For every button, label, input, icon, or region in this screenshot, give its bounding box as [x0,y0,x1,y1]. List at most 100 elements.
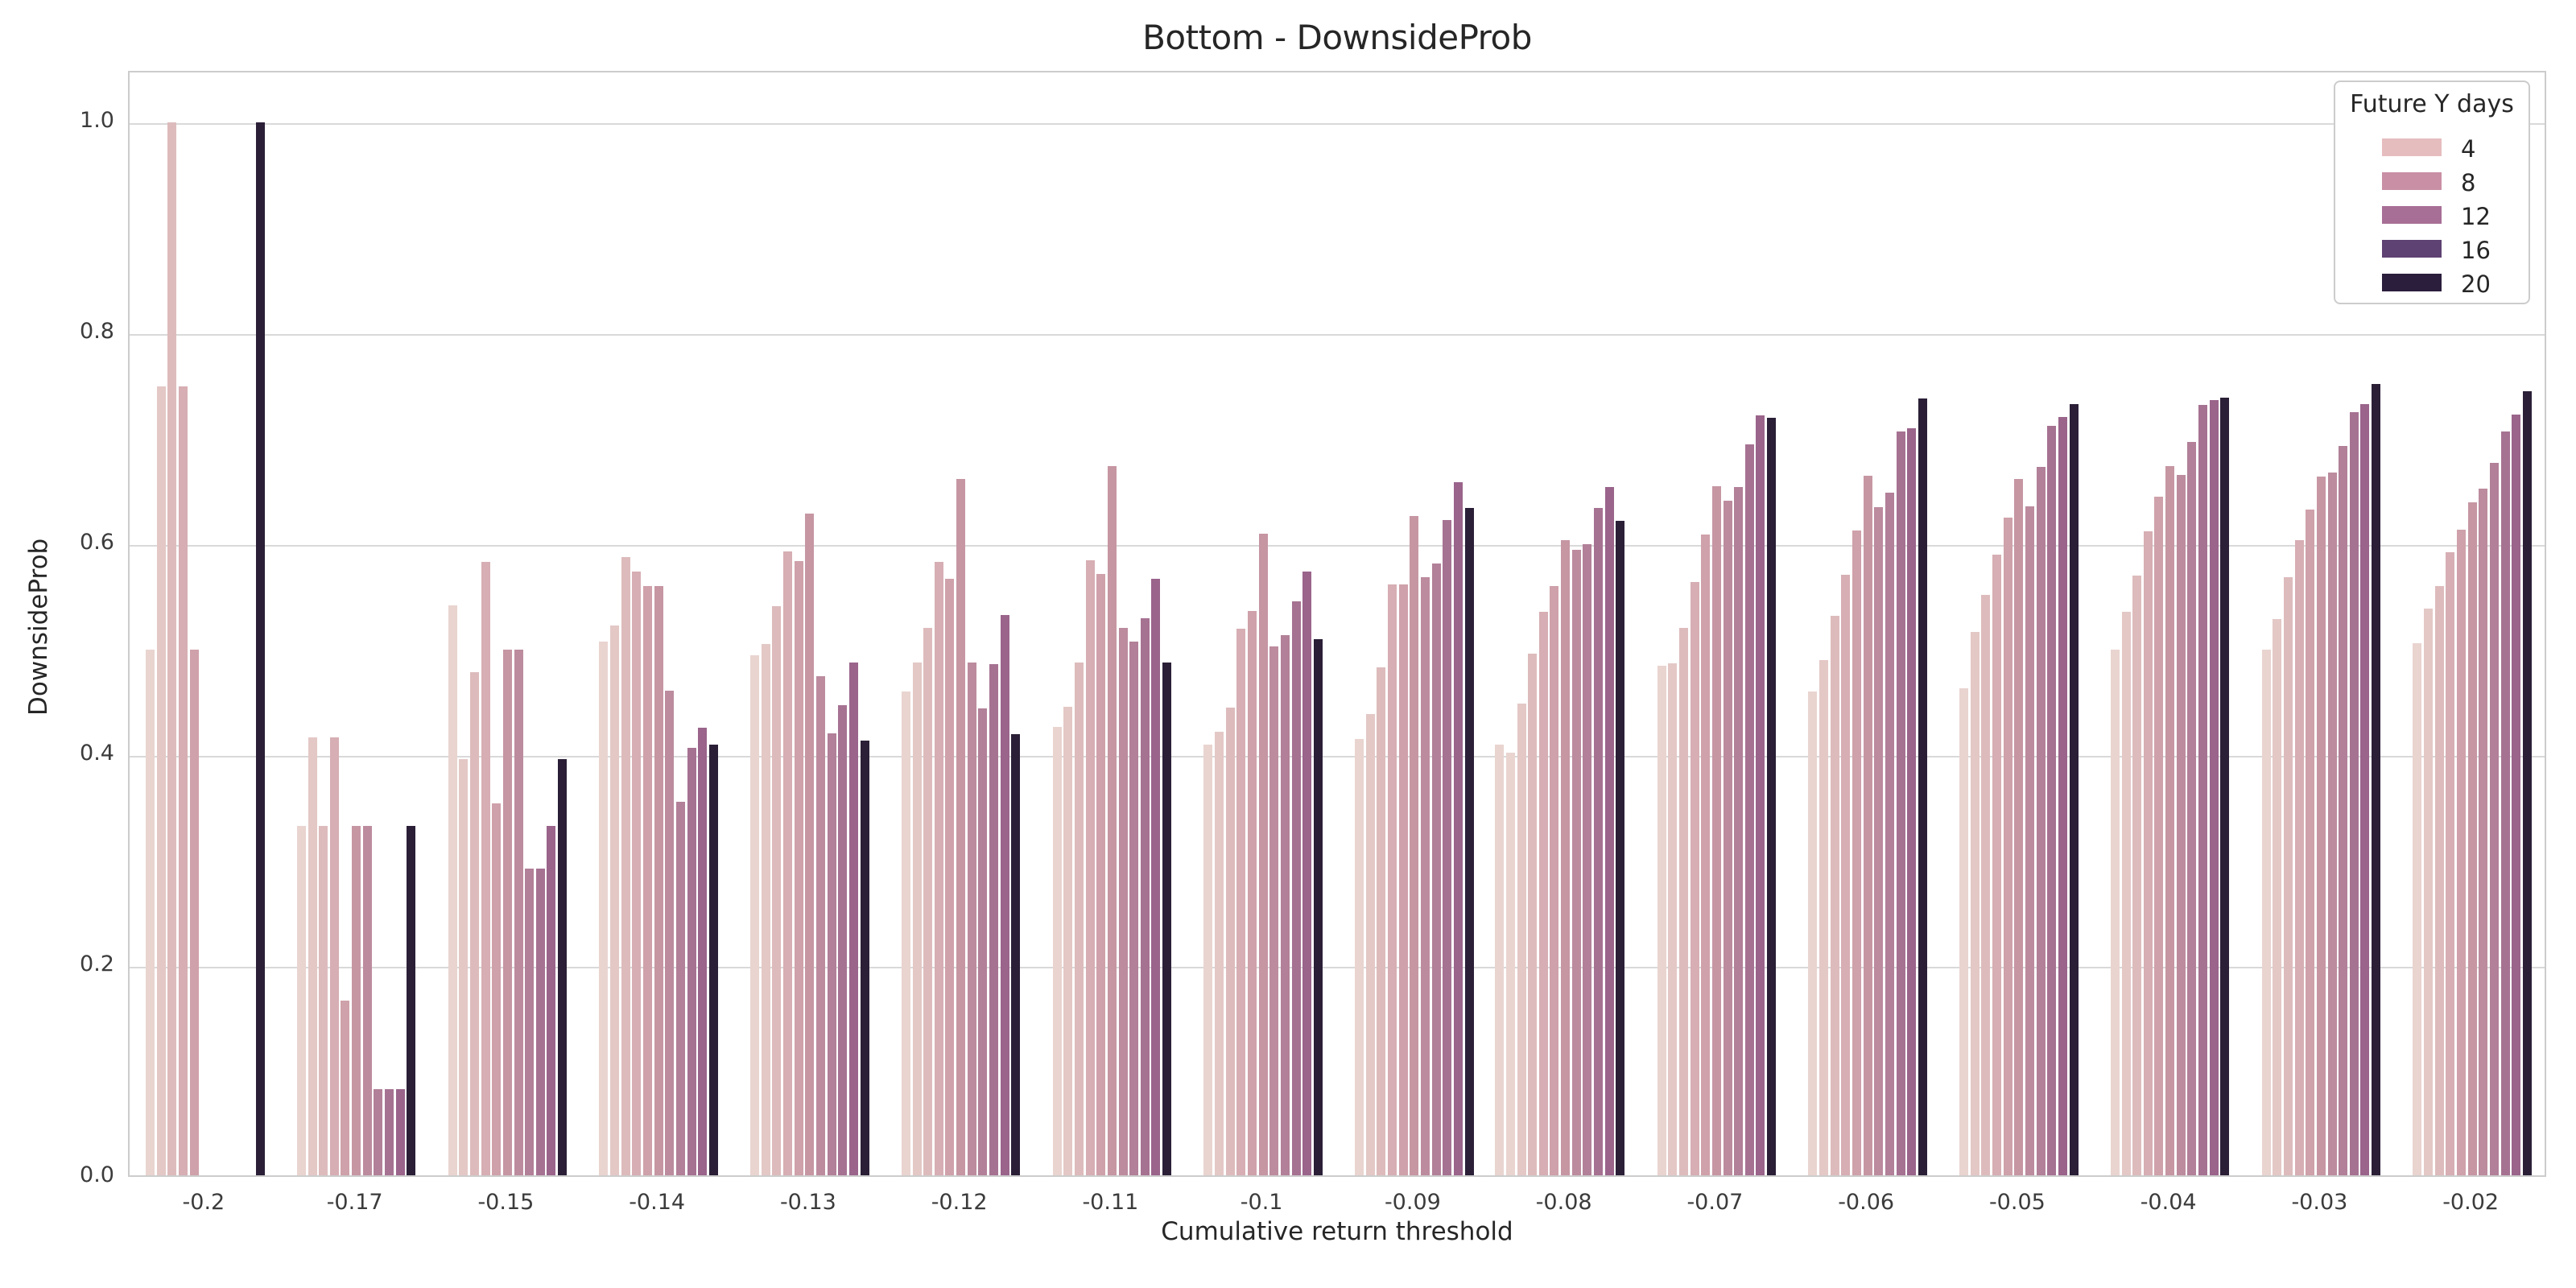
bar--0.02-slot6 [2456,529,2466,1175]
bar--0.04-slot11 [2209,399,2219,1175]
bar--0.2-slot4 [167,122,177,1175]
legend-swatch-12 [2382,206,2442,224]
bar--0.11-slot12 [1162,662,1172,1175]
bar--0.12-slot12 [1011,733,1021,1175]
bar--0.1-slot12 [1313,638,1323,1175]
bar--0.14-slot4 [621,556,630,1175]
bar--0.1-slot6 [1247,610,1257,1175]
legend-swatch-8 [2382,172,2442,190]
bar--0.13-slot8 [816,675,826,1175]
gridline [130,334,2545,336]
bar--0.04-slot2 [2110,650,2120,1175]
bar--0.02-slot12 [2522,391,2532,1175]
bar--0.2-slot12 [255,122,265,1175]
y-tick-label: 0.8 [80,319,114,344]
bar--0.09-slot9 [1431,563,1441,1175]
bar--0.13-slot7 [805,514,815,1175]
bar--0.17-slot8 [362,825,372,1175]
legend-label: 12 [2461,203,2491,230]
x-tick-label: -0.11 [1082,1190,1139,1215]
bar--0.17-slot10 [385,1089,394,1175]
bar--0.17-slot9 [374,1089,383,1175]
bar--0.17-slot12 [407,825,416,1175]
bar--0.15-slot12 [558,759,568,1175]
bar--0.04-slot4 [2132,576,2142,1175]
bar--0.09-slot11 [1453,481,1463,1175]
bar--0.07-slot7 [1711,485,1721,1175]
bar--0.04-slot8 [2176,474,2186,1175]
bar--0.05-slot5 [1992,555,2002,1175]
bar--0.11-slot8 [1118,627,1128,1175]
bar--0.08-slot12 [1616,521,1625,1175]
bar--0.2-slot6 [189,650,199,1175]
bar--0.12-slot4 [923,627,933,1175]
bar--0.06-slot12 [1918,398,1927,1175]
chart-title: Bottom - DownsideProb [1142,18,1532,57]
bar--0.12-slot10 [989,664,999,1175]
bar--0.11-slot3 [1063,706,1073,1175]
bar--0.02-slot11 [2512,414,2521,1175]
bar--0.13-slot9 [827,733,836,1175]
y-tick-label: 1.0 [80,108,114,133]
gridline [130,123,2545,125]
x-tick-label: -0.13 [779,1190,836,1215]
bar--0.08-slot3 [1517,703,1526,1175]
bar--0.03-slot9 [2339,446,2348,1175]
bar--0.03-slot12 [2372,383,2381,1175]
bar--0.11-slot11 [1151,579,1161,1175]
bar--0.03-slot7 [2316,477,2326,1175]
bar--0.15-slot4 [469,671,479,1175]
bar--0.15-slot7 [502,650,512,1175]
bar--0.02-slot4 [2434,586,2444,1175]
bar--0.08-slot2 [1505,753,1515,1175]
legend-entry-8: 8 [2335,169,2529,196]
bar--0.13-slot5 [783,551,793,1175]
x-tick-label: -0.17 [326,1190,383,1215]
bar--0.14-slot9 [675,801,685,1175]
bar--0.2-slot2 [146,650,155,1175]
bar--0.13-slot3 [761,644,770,1175]
bar--0.14-slot7 [654,586,663,1175]
bar--0.07-slot5 [1690,582,1699,1175]
bar--0.14-slot6 [642,586,652,1175]
bar--0.11-slot6 [1096,573,1106,1175]
bar--0.17-slot11 [395,1089,405,1175]
bar--0.05-slot8 [2025,506,2035,1175]
bar--0.04-slot3 [2121,611,2131,1175]
bar--0.17-slot7 [352,825,361,1175]
bar--0.05-slot9 [2036,467,2046,1175]
bar--0.04-slot6 [2154,497,2164,1175]
bar--0.03-slot3 [2273,619,2282,1175]
bar--0.05-slot11 [2058,416,2067,1175]
legend-entry-12: 12 [2335,203,2529,230]
bar--0.15-slot3 [459,759,469,1175]
x-tick-label: -0.08 [1535,1190,1592,1215]
bar--0.06-slot9 [1885,492,1894,1175]
bar--0.07-slot3 [1668,663,1678,1175]
bar--0.06-slot5 [1841,575,1851,1175]
bar--0.17-slot5 [329,737,339,1175]
bar--0.06-slot10 [1896,431,1905,1175]
y-tick-label: 0.4 [80,741,114,766]
bar--0.05-slot7 [2014,478,2024,1175]
bar--0.09-slot4 [1377,667,1386,1175]
x-tick-label: -0.05 [1988,1190,2046,1215]
bar--0.04-slot7 [2165,466,2175,1175]
bar--0.03-slot8 [2327,472,2337,1175]
bar--0.12-slot2 [901,691,910,1175]
bar--0.06-slot2 [1808,691,1818,1175]
bar--0.13-slot12 [860,740,869,1175]
bar--0.03-slot11 [2360,403,2370,1175]
bar--0.04-slot12 [2220,397,2230,1175]
bar--0.15-slot10 [535,869,545,1175]
bar--0.03-slot6 [2306,509,2315,1175]
bar--0.09-slot8 [1421,576,1430,1175]
bar--0.12-slot9 [978,708,988,1175]
x-tick-label: -0.04 [2140,1190,2197,1215]
bar--0.12-slot6 [945,579,955,1175]
legend-label: 16 [2461,237,2491,264]
bar--0.1-slot2 [1203,744,1213,1175]
bar--0.11-slot7 [1107,466,1117,1175]
legend: Future Y days 4 8 12 16 20 [2334,80,2530,304]
